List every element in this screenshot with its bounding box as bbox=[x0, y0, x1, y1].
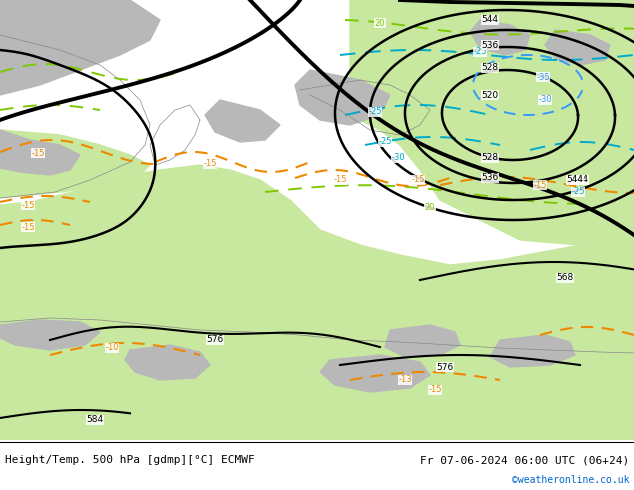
Polygon shape bbox=[320, 355, 430, 392]
Polygon shape bbox=[350, 0, 634, 245]
Text: -15: -15 bbox=[411, 175, 425, 185]
Polygon shape bbox=[490, 335, 575, 367]
Text: 520: 520 bbox=[481, 91, 498, 99]
Polygon shape bbox=[385, 325, 460, 357]
Polygon shape bbox=[205, 100, 280, 142]
Text: -25: -25 bbox=[368, 107, 382, 117]
Text: -25: -25 bbox=[571, 188, 585, 196]
Text: -15: -15 bbox=[31, 148, 45, 157]
Text: 576: 576 bbox=[207, 336, 224, 344]
Text: ©weatheronline.co.uk: ©weatheronline.co.uk bbox=[512, 475, 629, 485]
Text: 528: 528 bbox=[481, 153, 498, 163]
Text: 568: 568 bbox=[557, 273, 574, 283]
Text: 536: 536 bbox=[481, 173, 498, 182]
Polygon shape bbox=[0, 0, 160, 95]
Text: -30: -30 bbox=[538, 96, 552, 104]
Text: 544: 544 bbox=[567, 175, 583, 185]
Polygon shape bbox=[370, 0, 634, 95]
Text: -25: -25 bbox=[473, 48, 487, 56]
Text: Fr 07-06-2024 06:00 UTC (06+24): Fr 07-06-2024 06:00 UTC (06+24) bbox=[420, 455, 629, 465]
Text: 20: 20 bbox=[425, 203, 436, 213]
Polygon shape bbox=[0, 320, 100, 350]
Text: -25: -25 bbox=[378, 138, 392, 147]
Polygon shape bbox=[0, 165, 634, 440]
Text: -15: -15 bbox=[533, 180, 547, 190]
Text: -30: -30 bbox=[391, 153, 405, 163]
Polygon shape bbox=[545, 30, 610, 65]
Polygon shape bbox=[295, 70, 390, 125]
Text: -15: -15 bbox=[22, 222, 35, 231]
Text: 544: 544 bbox=[571, 175, 588, 185]
Polygon shape bbox=[0, 130, 150, 198]
Polygon shape bbox=[470, 20, 530, 55]
Text: Height/Temp. 500 hPa [gdmp][°C] ECMWF: Height/Temp. 500 hPa [gdmp][°C] ECMWF bbox=[5, 455, 255, 465]
Text: -15: -15 bbox=[428, 386, 442, 394]
Text: 584: 584 bbox=[86, 416, 103, 424]
Polygon shape bbox=[0, 130, 80, 175]
Text: -15: -15 bbox=[204, 160, 217, 169]
Text: -15: -15 bbox=[333, 175, 347, 185]
Text: -13: -13 bbox=[398, 375, 412, 385]
Text: -10: -10 bbox=[105, 343, 119, 352]
Polygon shape bbox=[125, 345, 210, 380]
Text: -35: -35 bbox=[536, 73, 550, 81]
Text: 536: 536 bbox=[481, 41, 498, 49]
Text: 528: 528 bbox=[481, 64, 498, 73]
Text: -15: -15 bbox=[22, 200, 35, 210]
Text: 20: 20 bbox=[375, 19, 385, 27]
Text: 544: 544 bbox=[481, 16, 498, 24]
Text: 576: 576 bbox=[436, 363, 453, 371]
